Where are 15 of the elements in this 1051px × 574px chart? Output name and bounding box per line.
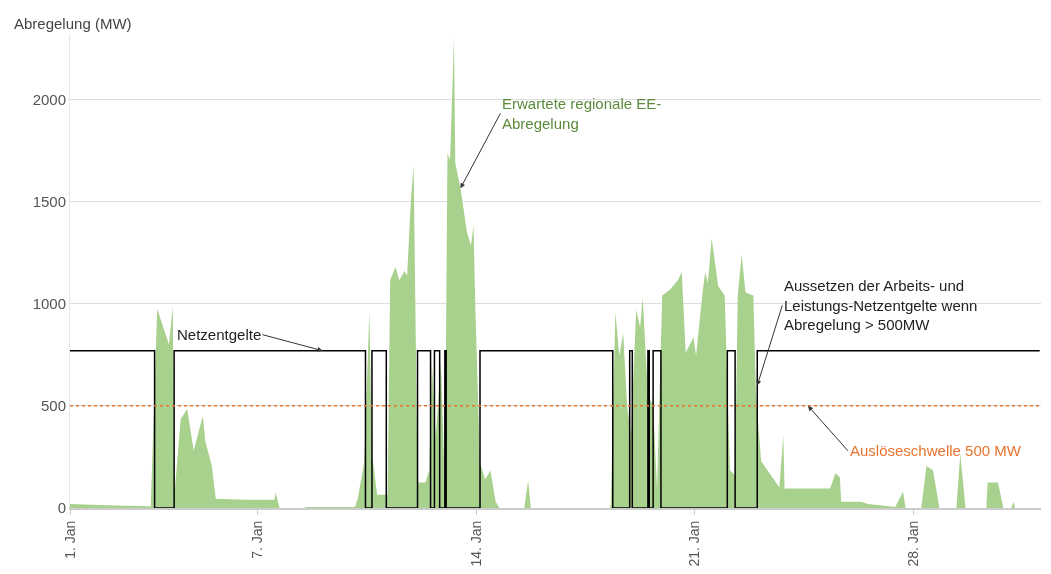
ref-line-label: Auslöseschwelle 500 MW [850, 442, 1022, 459]
y-tick-label: 1000 [32, 294, 66, 312]
y-tick-label: 0 [57, 499, 66, 517]
annotation: Erwartete regionale EE- Abregelung [502, 95, 662, 132]
y-tick-label: 2000 [32, 90, 66, 108]
annotation: Netzentgelte [177, 326, 262, 343]
x-tick-label: 14. Jan [467, 520, 484, 567]
y-tick-label: 1500 [32, 192, 66, 210]
y-tick-label: 500 [40, 397, 66, 415]
x-tick-label: 7. Jan [248, 520, 265, 559]
x-tick-label: 21. Jan [686, 520, 703, 567]
y-axis-title: Abregelung (MW) [14, 15, 132, 32]
x-tick-label: 28. Jan [904, 520, 921, 567]
annotation: Aussetzen der Arbeits- und Leistungs-Netzentgelte wenn Abregelung > 500MW [784, 277, 978, 333]
x-tick-label: 1. Jan [61, 520, 78, 559]
